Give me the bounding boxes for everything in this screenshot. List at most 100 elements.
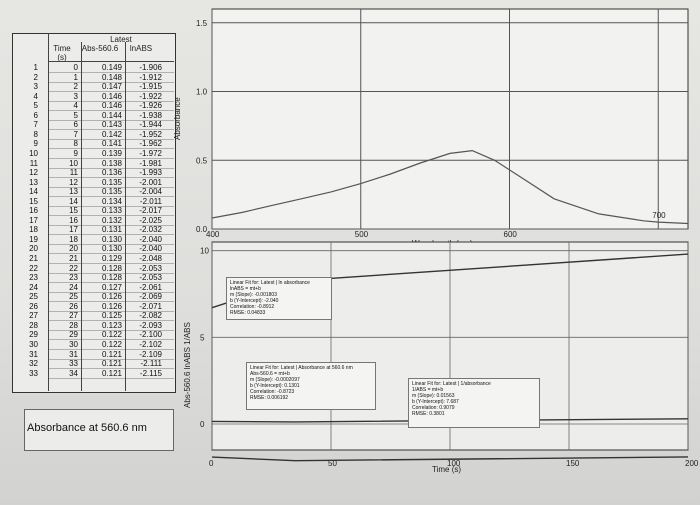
row-rule [48,234,174,236]
cell-ln: -2.040 [139,234,162,244]
cell-time: 33 [69,359,78,369]
cell-ln: -2.071 [139,301,162,311]
cell-abs: 0.126 [101,301,122,311]
row-number: 33 [29,368,38,378]
spectrum-line [211,149,689,225]
cell-time: 8 [73,139,78,149]
cell-abs: 0.130 [101,234,122,244]
row-rule [48,186,174,188]
cell-ln: -2.115 [139,368,162,378]
cell-time: 0 [73,63,78,72]
cell-ln: -1.926 [139,101,162,111]
row-rule [48,100,174,102]
row-number: 24 [29,282,38,292]
header-time-unit: (s) [57,53,67,62]
header-ln: lnABS [129,44,153,53]
cell-ln: -1.915 [139,82,162,92]
cell-abs: 0.121 [101,349,122,359]
cell-time: 17 [69,225,78,235]
spectrum-ytick: 0.5 [196,156,208,165]
fit-abs-title: Linear Fit for: Latest | Absorbance at 5… [250,365,353,371]
spectrum-ytick: 1.0 [196,88,208,97]
cell-abs: 0.128 [101,263,122,273]
row-rule [48,282,174,284]
row-number: 2 [33,72,38,82]
fit-ln-b: b (Y-Intercept): -2.040 [230,298,279,304]
row-number: 11 [29,158,38,168]
row-rule [48,215,174,217]
header-rule [48,61,174,62]
cell-time: 24 [69,282,78,292]
row-rule [48,224,174,226]
cell-time: 29 [69,330,78,340]
ln-abs-series [211,456,689,462]
fit-abs-b: b (Y-Intercept): 0.1301 [250,383,300,389]
cell-abs: 0.133 [101,206,122,216]
data-table [12,33,176,393]
absorbance-meter-box [24,409,174,451]
cell-abs: 0.122 [101,330,122,340]
cell-time: 1 [73,72,78,82]
row-rule [48,320,174,322]
cell-ln: -1.944 [139,120,162,130]
cell-ln: -2.048 [139,254,162,263]
cell-ln: -2.053 [139,273,162,283]
cell-abs: 0.135 [101,187,122,197]
row-rule [48,358,174,360]
kinetics-ytick: 0 [200,420,205,429]
fit-inv-b: b (Y-Intercept): 7.687 [412,399,459,405]
spectrum-xtick: 500 [355,230,369,239]
row-rule [48,72,174,73]
fit-inv-rmse: RMSE: 0.3801 [412,411,445,417]
row-rule [48,129,174,131]
fit-inv-m: m (Slope): 0.01563 [412,393,455,399]
abs-series [211,418,689,423]
row-number: 12 [29,168,38,178]
fit-abs-eq: Abs-560.6 = mt+b [250,371,290,377]
header-time: Time [53,44,71,53]
cell-time: 28 [69,320,78,330]
cell-ln: -1.906 [139,63,162,72]
kinetics-xtick: 150 [566,459,580,468]
row-rule [48,368,174,370]
cell-ln: -1.962 [139,139,162,149]
cell-ln: -2.001 [139,177,162,187]
cell-time: 21 [69,254,78,263]
cell-abs: 0.125 [101,311,122,321]
row-rule [48,119,174,121]
fit-abs-rmse: RMSE: 0.006192 [250,395,289,401]
cell-ln: -2.100 [139,330,162,340]
fit-abs-corr: Correlation: -0.8723 [250,389,295,395]
row-number: 20 [29,244,38,254]
cell-abs: 0.138 [101,158,122,168]
row-rule [48,81,174,83]
col-divider-abs [81,42,82,391]
spectrum-ticks: 400 500 600 700 0.0 0.5 1.0 1.5 [196,19,666,239]
row-number: 10 [29,148,38,158]
row-number: 18 [29,225,38,235]
cell-time: 6 [73,120,78,130]
row-number: 25 [29,292,38,302]
row-rule [48,329,174,331]
cell-abs: 0.136 [101,168,122,178]
cell-time: 7 [73,129,78,139]
cell-abs: 0.146 [101,101,122,111]
header-abs: Abs-560.6 [81,44,119,53]
row-rule [48,157,174,159]
cell-ln: -2.011 [139,196,162,206]
kinetics-xtick: 50 [328,459,337,468]
row-rule [48,110,174,112]
row-rule [48,148,174,150]
cell-abs: 0.143 [101,120,122,130]
cell-ln: -2.061 [139,282,162,292]
row-number: 1 [33,63,38,72]
fit-box-abs: Linear Fit for: Latest | Absorbance at 5… [246,362,376,410]
kinetics-xlabel: Time (s) [432,465,461,474]
cell-time: 13 [69,187,78,197]
cell-ln: -2.025 [139,215,162,225]
row-number: 28 [29,320,38,330]
cell-abs: 0.132 [101,215,122,225]
fit-box-inv: Linear Fit for: Latest | 1/absorbance 1/… [408,378,540,428]
